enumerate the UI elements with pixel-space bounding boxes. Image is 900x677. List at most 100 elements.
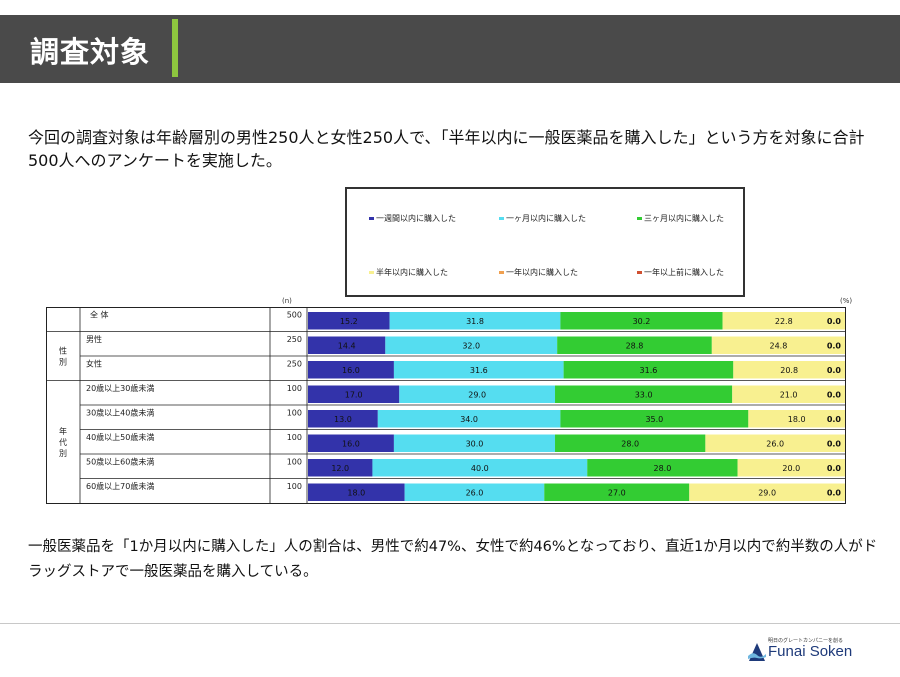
legend-label: 一ヶ月以内に購入した (506, 214, 586, 223)
n-value-label: 100 (287, 408, 302, 417)
bar-segment (555, 434, 706, 452)
legend-item-1month: 一ヶ月以内に購入した (499, 213, 586, 224)
group-label-age: 年 (59, 426, 67, 436)
bar-segment (399, 385, 556, 403)
bar-segment (308, 361, 394, 379)
n-value-label: 100 (287, 457, 302, 466)
bar-segment (557, 336, 712, 354)
data-label: 31.6 (470, 366, 488, 375)
n-value-label: 100 (287, 482, 302, 491)
bar-segment (737, 459, 845, 477)
data-label: 13.0 (334, 415, 352, 424)
bar-segment (389, 312, 561, 330)
data-label-zero: 0.0 (827, 464, 842, 473)
bar-segment (372, 459, 588, 477)
legend-item-6months: 半年以内に購入した (369, 267, 448, 278)
data-label: 15.2 (340, 317, 358, 326)
logo-mark-icon (748, 643, 766, 661)
bar-segment (308, 483, 405, 501)
legend-swatch-over1year (637, 271, 642, 274)
data-label: 33.0 (635, 390, 653, 399)
legend-swatch-3months (637, 217, 642, 220)
bar-segment (308, 336, 386, 354)
data-label: 29.0 (758, 488, 776, 497)
logo-tagline: 明日のグレートカンパニーを創る (768, 638, 844, 644)
bar-segment (560, 410, 749, 428)
n-value-label: 500 (287, 310, 302, 319)
data-label: 14.4 (338, 341, 356, 350)
bar-segment (393, 434, 556, 452)
data-label: 16.0 (342, 439, 360, 448)
data-label-zero: 0.0 (827, 415, 842, 424)
data-label: 31.6 (640, 366, 658, 375)
legend-item-over1year: 一年以上前に購入した (637, 267, 724, 278)
data-label: 24.8 (770, 341, 788, 350)
header-accent-bar (172, 19, 178, 77)
bar-segment (711, 336, 845, 354)
data-label-zero: 0.0 (827, 341, 842, 350)
footer-divider (0, 623, 900, 624)
bar-segment (689, 483, 845, 501)
chart-table-frame (46, 307, 846, 504)
bar-segment (733, 361, 845, 379)
data-label-zero: 0.0 (827, 488, 842, 497)
data-label: 20.0 (782, 464, 800, 473)
data-label-zero: 0.0 (827, 390, 842, 399)
legend-swatch-1year (499, 271, 504, 274)
category-label: 40歳以上50歳未満 (86, 432, 154, 442)
caption-text: 一般医薬品を「1か月以内に購入した」人の割合は、男性で約47%、女性で約46%と… (28, 539, 878, 580)
data-label: 28.0 (654, 464, 672, 473)
legend-item-1year: 一年以内に購入した (499, 267, 578, 278)
logo-text: Funai Soken (768, 643, 853, 660)
data-label: 34.0 (460, 415, 478, 424)
bar-segment (308, 434, 394, 452)
data-label: 31.8 (466, 317, 484, 326)
page-title: 調査対象 (30, 35, 151, 69)
bar-segment (308, 312, 390, 330)
bar-segment (563, 361, 734, 379)
bar-segment (544, 483, 690, 501)
bar-segment (555, 385, 733, 403)
data-label: 26.0 (766, 439, 784, 448)
group-label-gender: 性 (59, 346, 67, 356)
group-label-age: 別 (59, 449, 67, 458)
bar-segment (560, 312, 723, 330)
data-label: 28.0 (621, 439, 639, 448)
data-label-zero: 0.0 (827, 366, 842, 375)
n-value-label: 100 (287, 384, 302, 393)
chart-legend: 一週間以内に購入した 一ヶ月以内に購入した 三ヶ月以内に購入した 半年以内に購入… (345, 187, 745, 297)
legend-swatch-6months (369, 271, 374, 274)
n-value-label: 250 (287, 359, 302, 368)
bar-segment (404, 483, 545, 501)
bar-segment (308, 385, 400, 403)
legend-label: 半年以内に購入した (376, 268, 448, 277)
legend-item-3months: 三ヶ月以内に購入した (637, 213, 724, 224)
data-label: 20.8 (780, 366, 798, 375)
legend-label: 一年以内に購入した (506, 268, 578, 277)
legend-label: 三ヶ月以内に購入した (644, 214, 724, 223)
category-label: 50歳以上60歳未満 (86, 456, 154, 466)
data-label: 30.2 (633, 317, 651, 326)
bar-segment (308, 410, 378, 428)
data-label: 35.0 (645, 415, 663, 424)
header-bar: 調査対象 (0, 15, 900, 83)
category-label: 全 体 (90, 309, 109, 319)
bar-segment (385, 336, 558, 354)
data-label: 22.8 (775, 317, 793, 326)
unit-percent-label: (%) (840, 297, 853, 305)
category-label: 男性 (86, 334, 102, 344)
data-label: 30.0 (466, 439, 484, 448)
data-label: 27.0 (608, 488, 626, 497)
bar-segment (308, 459, 373, 477)
data-label: 29.0 (468, 390, 486, 399)
legend-swatch-1month (499, 217, 504, 220)
legend-label: 一年以上前に購入した (644, 268, 724, 277)
bar-segment (748, 410, 845, 428)
data-label-zero: 0.0 (827, 317, 842, 326)
category-label: 20歳以上30歳未満 (86, 383, 154, 393)
data-label: 18.0 (788, 415, 806, 424)
legend-label: 一週間以内に購入した (376, 214, 456, 223)
bar-segment (393, 361, 564, 379)
data-label: 40.0 (471, 464, 489, 473)
data-label-zero: 0.0 (827, 439, 842, 448)
